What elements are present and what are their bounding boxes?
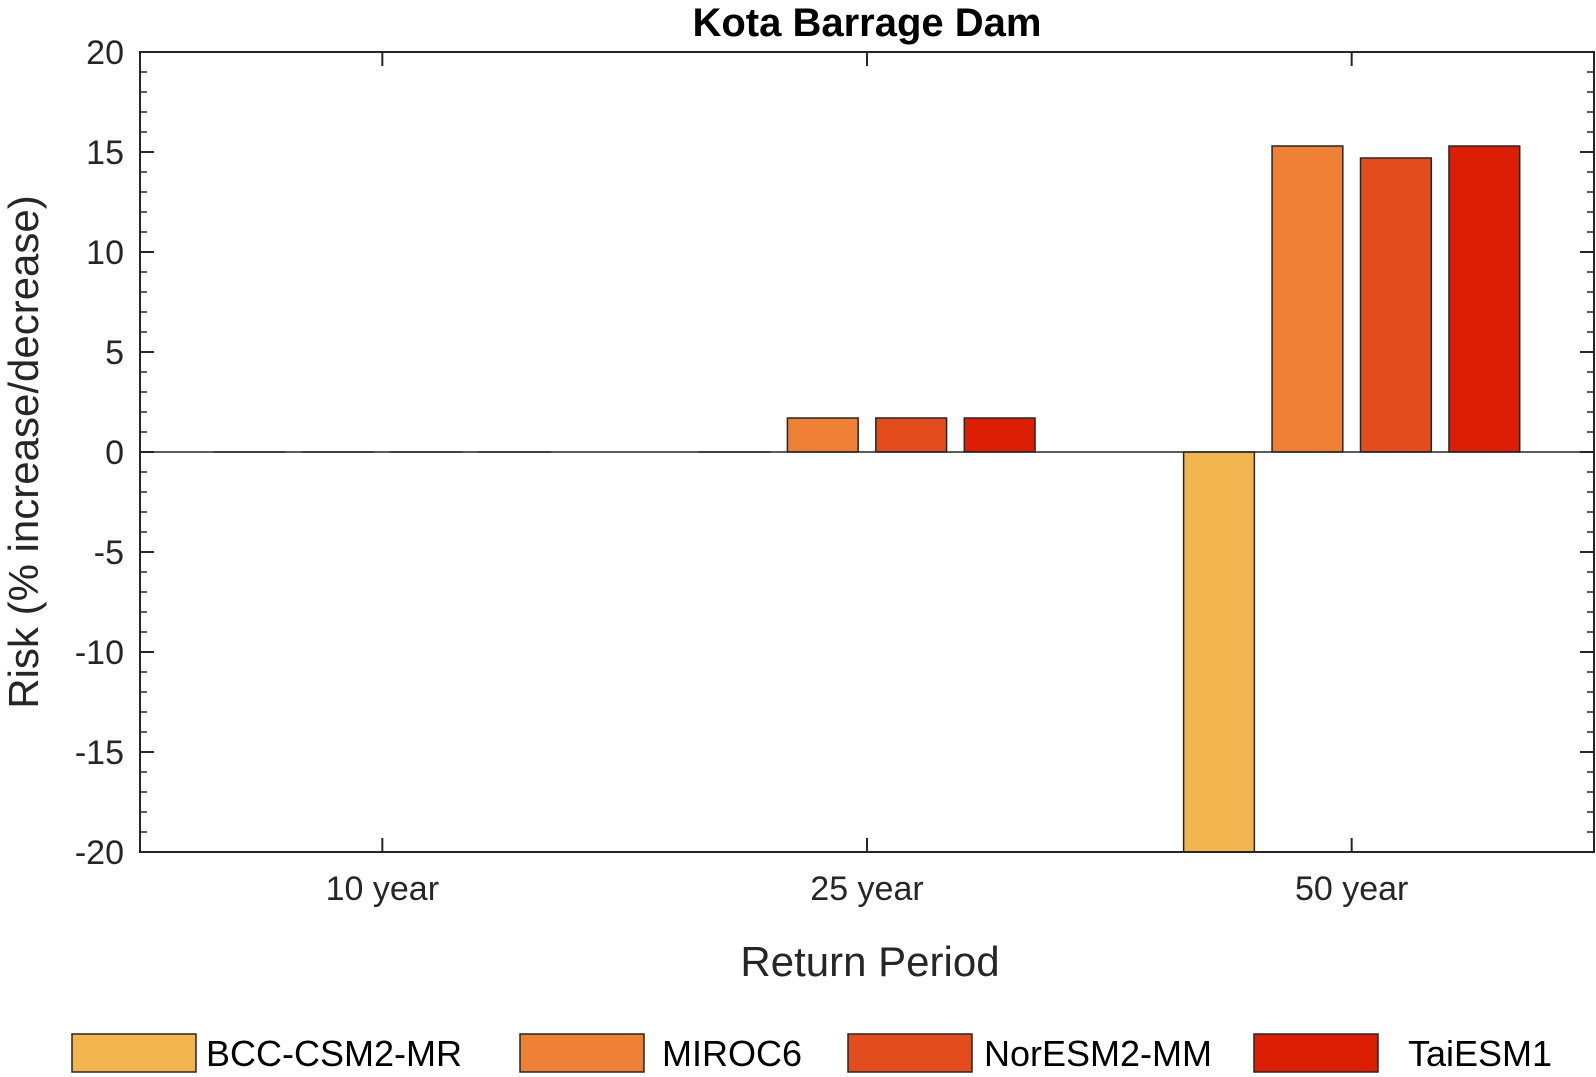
bar-bcc-csm2-mr-50-year [1182,451,1256,853]
bar-noresm2-mm-50-year [1359,157,1433,453]
x-tick-label: 50 year [1295,870,1408,908]
legend: BCC-CSM2-MR MIROC6 NorESM2-MM TaiESM1 [71,1033,1552,1074]
ticks-group: -20 -15 -10 -5 0 5 10 15 20 10 year 25 year 50 year [75,34,1594,908]
legend-swatch-taiesm1 [1253,1033,1379,1073]
x-axis-label: Return Period [740,938,999,985]
legend-label-taiesm1: TaiESM1 [1408,1033,1552,1074]
bar-noresm2-mm-25-year [875,417,948,453]
bar-taiesm1-25-year [963,417,1036,453]
x-tick-label: 10 year [326,870,439,908]
bar-taiesm1-50-year [1448,145,1521,453]
legend-label-bcc-csm2-mr: BCC-CSM2-MR [206,1033,462,1074]
bar-miroc6-25-year [786,417,859,453]
y-tick-label: 20 [86,34,124,72]
legend-label-noresm2-mm: NorESM2-MM [984,1033,1212,1074]
y-tick-label: -15 [75,734,124,772]
y-tick-label: -10 [75,634,124,672]
chart-title: Kota Barrage Dam [692,1,1041,45]
legend-swatch-bcc-csm2-mr [71,1033,197,1073]
y-tick-label: 15 [86,134,124,172]
legend-swatch-miroc6 [519,1033,645,1073]
x-tick-label: 25 year [810,870,923,908]
plot-area: -20 -15 -10 -5 0 5 10 15 20 10 year 25 year 50 year [75,34,1595,908]
y-tick-label: 5 [105,334,124,372]
legend-swatch-noresm2-mm [847,1033,973,1073]
legend-label-miroc6: MIROC6 [662,1033,802,1074]
y-tick-label: 10 [86,234,124,272]
y-tick-label: -20 [75,834,124,872]
y-tick-label: -5 [94,534,124,572]
bar-miroc6-50-year [1271,145,1344,453]
y-axis-label: Risk (% increase/decrease) [0,195,47,709]
y-tick-label: 0 [105,434,124,472]
bars-group [213,145,1521,853]
